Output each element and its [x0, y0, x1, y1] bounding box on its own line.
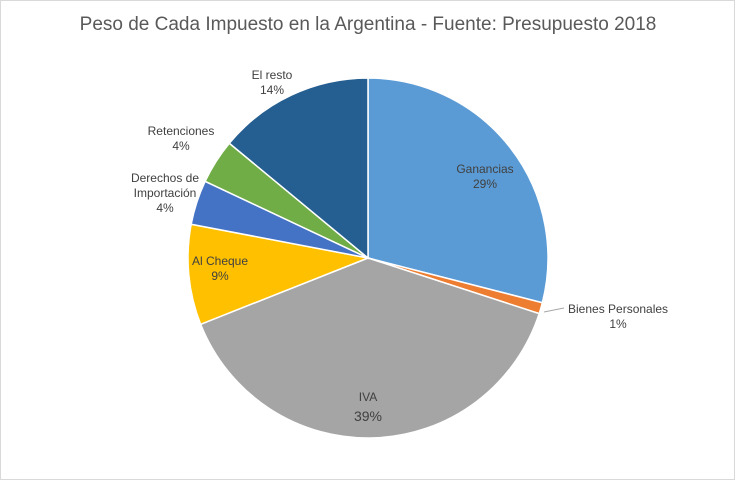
pie-slice-el-resto [228, 77, 369, 260]
data-label-percent: 39% [354, 408, 382, 424]
data-label-percent: 4% [172, 139, 190, 153]
data-label-percent: 9% [211, 269, 229, 283]
data-label-iva: IVA 39% [354, 390, 382, 424]
data-label-percent: 4% [156, 201, 174, 215]
data-label-percent: 29% [473, 177, 497, 191]
pie-slice-al-cheque [187, 223, 371, 326]
pie-slice-ganancias [367, 77, 549, 304]
data-label-al-cheque: Al Cheque 9% [192, 254, 248, 283]
data-label-percent: 1% [609, 317, 627, 331]
leader-line [543, 307, 565, 313]
data-label-el-resto: El resto 14% [252, 68, 293, 97]
data-label-percent: 14% [260, 83, 284, 97]
data-label-derechos-de-importacion: Derechos de Importación 4% [131, 171, 199, 215]
data-label-retenciones: Retenciones 4% [148, 124, 215, 153]
data-label-ganancias: Ganancias 29% [456, 162, 513, 191]
pie-slice-iva [199, 257, 541, 439]
chart-title: Peso de Cada Impuesto en la Argentina - … [80, 14, 657, 35]
data-label-bienes-personales: Bienes Personales 1% [568, 302, 668, 331]
